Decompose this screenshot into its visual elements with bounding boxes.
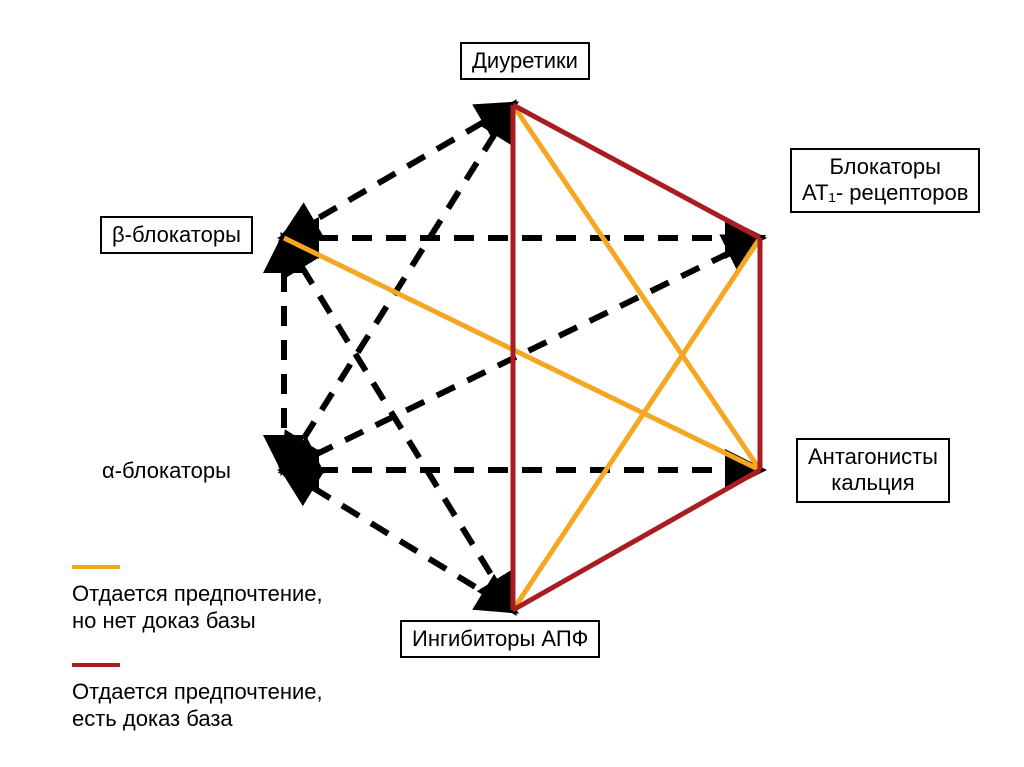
legend-text: Отдается предпочтение, (72, 581, 323, 606)
node-label-ca: Антагонистыкальция (796, 438, 950, 503)
node-label-text: Блокаторы (829, 154, 940, 179)
node-label-text: Диуретики (472, 48, 578, 73)
edge-diuretics-at1 (513, 105, 760, 238)
legend-text: но нет доказ базы (72, 608, 256, 633)
node-label-beta: β-блокаторы (100, 216, 253, 254)
edge-diuretics-beta (284, 105, 513, 238)
node-label-diuretics: Диуретики (460, 42, 590, 80)
legend-swatch (72, 663, 120, 667)
edge-diuretics-alpha (284, 105, 513, 470)
edge-at1-ace (513, 238, 760, 610)
legend-swatch (72, 565, 120, 569)
legend-item-preferred: Отдается предпочтение,но нет доказ базы (72, 552, 323, 635)
node-label-text: Антагонисты (808, 444, 938, 469)
legend-text: Отдается предпочтение, (72, 679, 323, 704)
legend-item-evidence: Отдается предпочтение,есть доказ база (72, 650, 323, 733)
node-label-text: β-блокаторы (112, 222, 241, 247)
node-label-text: АТ₁- рецепторов (802, 180, 968, 205)
edge-diuretics-ca (513, 105, 760, 470)
node-label-ace: Ингибиторы АПФ (400, 620, 600, 658)
node-label-text: α-блокаторы (102, 458, 231, 483)
legend-text: есть доказ база (72, 706, 233, 731)
node-label-at1: БлокаторыАТ₁- рецепторов (790, 148, 980, 213)
node-label-alpha: α-блокаторы (92, 454, 241, 488)
node-label-text: кальция (831, 470, 914, 495)
node-label-text: Ингибиторы АПФ (412, 626, 588, 651)
edge-ca-ace (513, 470, 760, 610)
